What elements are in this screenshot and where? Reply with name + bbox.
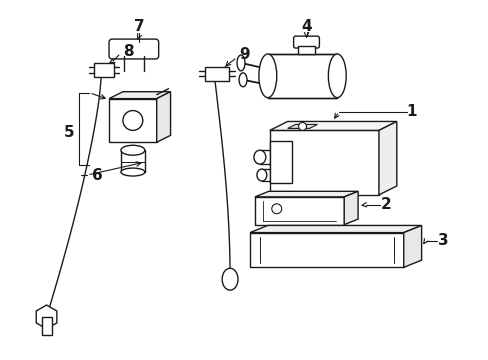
Polygon shape: [254, 197, 344, 225]
Ellipse shape: [237, 55, 244, 71]
Ellipse shape: [253, 150, 265, 164]
Polygon shape: [109, 92, 170, 99]
Bar: [297, 46, 315, 54]
Polygon shape: [287, 125, 317, 129]
Text: 3: 3: [437, 233, 448, 248]
Ellipse shape: [121, 168, 144, 176]
Text: 9: 9: [239, 48, 250, 63]
Polygon shape: [36, 305, 57, 329]
Text: 8: 8: [123, 44, 134, 59]
Circle shape: [298, 122, 306, 130]
Ellipse shape: [222, 268, 238, 290]
Circle shape: [271, 204, 281, 214]
Text: 1: 1: [406, 104, 416, 119]
Bar: [205, 67, 229, 81]
Polygon shape: [378, 121, 396, 195]
Bar: [94, 63, 114, 77]
Ellipse shape: [327, 54, 346, 98]
Bar: [267, 54, 337, 98]
Polygon shape: [109, 99, 156, 142]
Ellipse shape: [121, 145, 144, 155]
Ellipse shape: [239, 73, 246, 87]
Text: 4: 4: [301, 19, 311, 34]
Bar: [41, 317, 51, 335]
Text: 6: 6: [92, 167, 102, 183]
Bar: [269, 141, 291, 183]
Polygon shape: [249, 225, 421, 233]
Text: 2: 2: [380, 197, 390, 212]
Ellipse shape: [258, 54, 276, 98]
Polygon shape: [344, 191, 357, 225]
Polygon shape: [403, 225, 421, 267]
Ellipse shape: [256, 169, 266, 181]
Polygon shape: [269, 130, 378, 195]
Text: 7: 7: [133, 19, 144, 34]
Polygon shape: [249, 233, 403, 267]
FancyBboxPatch shape: [293, 36, 319, 48]
Polygon shape: [156, 92, 170, 142]
Polygon shape: [269, 121, 396, 130]
Bar: [121, 150, 144, 172]
Circle shape: [122, 111, 142, 130]
Polygon shape: [254, 191, 357, 197]
Text: 5: 5: [64, 125, 75, 140]
